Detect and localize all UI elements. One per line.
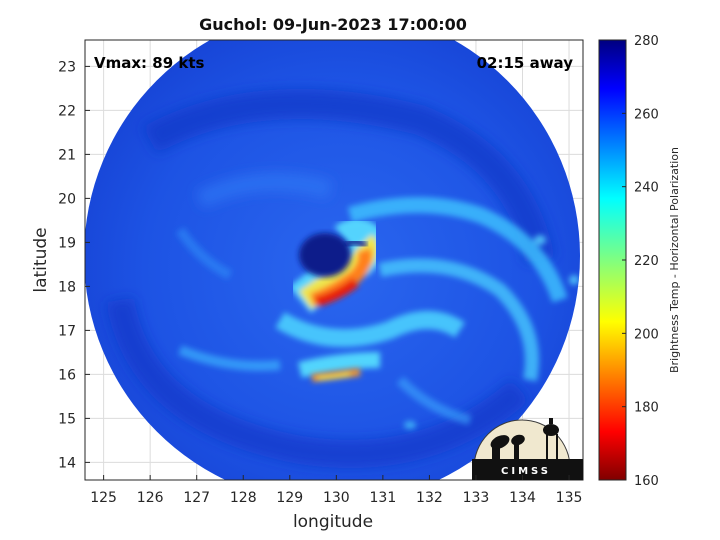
plot-area: Vmax: 89 kts 02:15 away CIMSS 125 126 127 1… xyxy=(58,39,584,506)
x-tick-label: 125 xyxy=(90,490,117,506)
colorbar-tick-label: 180 xyxy=(634,401,659,416)
x-tick-label: 129 xyxy=(276,490,303,506)
y-tick-label: 19 xyxy=(58,235,76,251)
rainbands xyxy=(175,197,579,429)
colorbar-tick-label: 280 xyxy=(634,34,659,49)
x-tick-label: 127 xyxy=(183,490,210,506)
y-tick-label: 14 xyxy=(58,455,76,471)
y-tick-label: 23 xyxy=(58,59,76,75)
y-tick-label: 18 xyxy=(58,279,76,295)
logo-banner xyxy=(472,459,583,480)
colorbar: 160 180 200 220 240 260 280 Brightness Temp - … xyxy=(598,34,681,489)
water-tower-icon xyxy=(543,424,559,436)
chart-title: Guchol: 09-Jun-2023 17:00:00 xyxy=(199,15,467,34)
colorbar-label: Brightness Temp - Horizontal Polarizatio… xyxy=(668,147,681,373)
x-tick-label: 131 xyxy=(370,490,397,506)
y-tick-label: 15 xyxy=(58,411,76,427)
colorbar-tick-label: 260 xyxy=(634,107,659,122)
y-tick-label: 21 xyxy=(58,147,76,163)
y-tick-label: 20 xyxy=(58,191,76,207)
x-tick-label: 126 xyxy=(137,490,164,506)
y-tick-label: 17 xyxy=(58,323,76,339)
x-axis-label: longitude xyxy=(293,512,373,532)
eyewall xyxy=(289,218,386,382)
x-tick-label: 135 xyxy=(556,490,583,506)
x-tick-label: 132 xyxy=(416,490,443,506)
colorbar-tick-label: 200 xyxy=(634,327,659,342)
y-axis-ticks: 14 15 16 17 18 19 20 21 22 23 xyxy=(58,59,90,471)
x-axis-ticks: 125 126 127 128 129 130 131 132 133 134 135 xyxy=(90,475,582,506)
colorbar-tick-label: 240 xyxy=(634,181,659,196)
storm-eye xyxy=(299,233,351,277)
plot-frame xyxy=(84,39,584,481)
colorbar-gradient xyxy=(598,39,627,481)
cimss-logo: CIMSS xyxy=(472,418,583,480)
vmax-label: Vmax: 89 kts xyxy=(94,54,204,72)
y-tick-label: 16 xyxy=(58,367,76,383)
x-tick-label: 130 xyxy=(323,490,350,506)
satellite-dish-icon xyxy=(490,435,510,449)
satellite-swath xyxy=(85,40,580,480)
logo-text: CIMSS xyxy=(501,466,551,477)
colorbar-ticks: 160 180 200 220 240 260 280 xyxy=(622,34,659,489)
time-away-label: 02:15 away xyxy=(477,54,574,72)
y-axis-label: latitude xyxy=(31,227,51,292)
spiral-shading xyxy=(106,89,555,468)
colorbar-tick-label: 220 xyxy=(634,254,659,269)
y-tick-label: 22 xyxy=(58,103,76,119)
x-tick-label: 133 xyxy=(463,490,490,506)
x-tick-label: 134 xyxy=(509,490,536,506)
x-tick-label: 128 xyxy=(230,490,257,506)
colorbar-tick-label: 160 xyxy=(634,474,659,489)
